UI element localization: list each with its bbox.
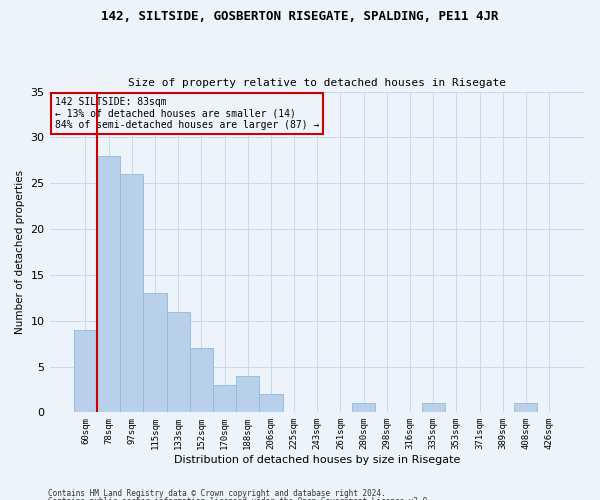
Bar: [422, 403, 445, 412]
Bar: [236, 376, 259, 412]
Y-axis label: Number of detached properties: Number of detached properties: [15, 170, 25, 334]
Bar: [74, 330, 97, 412]
Text: Contains public sector information licensed under the Open Government Licence v3: Contains public sector information licen…: [48, 497, 432, 500]
Text: 142, SILTSIDE, GOSBERTON RISEGATE, SPALDING, PE11 4JR: 142, SILTSIDE, GOSBERTON RISEGATE, SPALD…: [101, 10, 499, 23]
Bar: [143, 293, 167, 412]
Bar: [167, 312, 190, 412]
Bar: [514, 403, 538, 412]
Bar: [352, 403, 375, 412]
Title: Size of property relative to detached houses in Risegate: Size of property relative to detached ho…: [128, 78, 506, 88]
Bar: [120, 174, 143, 412]
Text: Contains HM Land Registry data © Crown copyright and database right 2024.: Contains HM Land Registry data © Crown c…: [48, 488, 386, 498]
Text: 142 SILTSIDE: 83sqm
← 13% of detached houses are smaller (14)
84% of semi-detach: 142 SILTSIDE: 83sqm ← 13% of detached ho…: [55, 97, 319, 130]
Bar: [97, 156, 120, 412]
X-axis label: Distribution of detached houses by size in Risegate: Distribution of detached houses by size …: [174, 455, 460, 465]
Bar: [259, 394, 283, 412]
Bar: [190, 348, 213, 412]
Bar: [213, 385, 236, 412]
